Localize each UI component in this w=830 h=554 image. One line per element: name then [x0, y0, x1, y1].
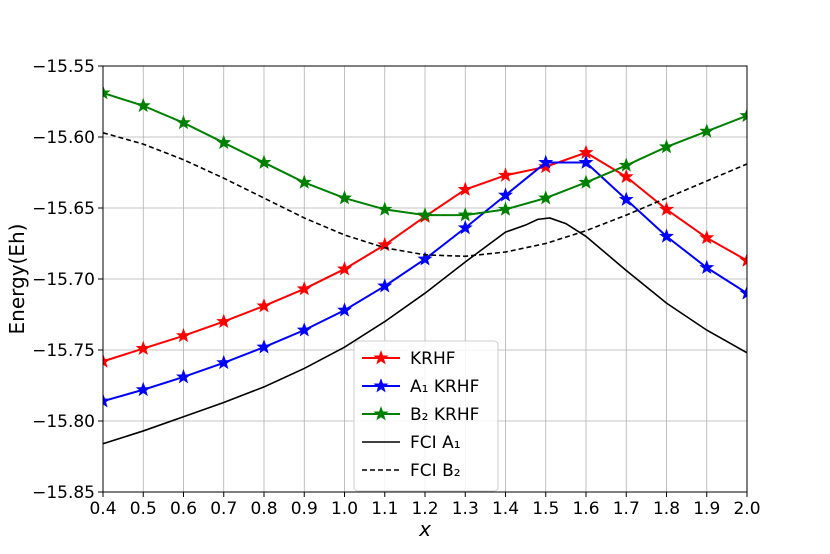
legend-label: FCI A₁ [410, 433, 461, 453]
data-point [498, 167, 513, 182]
data-point [256, 339, 272, 354]
data-point [498, 187, 513, 202]
data-point [699, 259, 715, 275]
data-point [699, 123, 715, 138]
y-tick-label: −15.80 [32, 412, 95, 432]
data-point [296, 281, 312, 296]
data-point [618, 157, 634, 172]
legend-marker [373, 406, 389, 421]
series-1 [103, 154, 747, 408]
y-tick-label: −15.60 [32, 128, 95, 148]
series-2 [103, 85, 747, 222]
data-point [739, 107, 747, 123]
x-tick-label: 1.4 [492, 499, 519, 519]
x-tick-label: 1.0 [331, 499, 358, 519]
data-point [538, 154, 554, 169]
legend-marker [373, 350, 389, 365]
data-point [578, 174, 594, 189]
data-point [176, 114, 191, 130]
data-point [337, 261, 352, 276]
data-point [659, 228, 674, 243]
data-point [135, 340, 151, 355]
series-3 [103, 217, 747, 445]
data-point [103, 393, 111, 408]
data-point [417, 251, 433, 266]
x-tick-label: 0.4 [89, 499, 116, 519]
data-point [457, 220, 473, 235]
data-point [417, 207, 433, 222]
y-tick-label: −15.65 [32, 199, 95, 219]
legend-item: FCI A₁ [362, 433, 461, 453]
x-tick-label: 0.5 [130, 499, 157, 519]
data-point [337, 190, 352, 205]
x-tick-label: 1.6 [572, 499, 599, 519]
legend-item: B₂ KRHF [362, 405, 479, 425]
series-group [103, 85, 747, 445]
series-line [103, 217, 747, 445]
legend: KRHF A₁ KRHF B₂ KRHF FCI A₁ FCI B₂ [353, 340, 499, 492]
legend-item: KRHF [362, 349, 456, 369]
x-tick-label: 1.7 [613, 499, 640, 519]
y-tick-label: −15.85 [32, 483, 95, 503]
data-point [256, 298, 272, 313]
data-point [176, 327, 191, 343]
data-point [176, 369, 191, 384]
data-point [578, 154, 594, 169]
y-axis-label: Energy(Eh) [5, 224, 29, 335]
x-tick-label: 1.9 [693, 499, 720, 519]
data-point [216, 354, 232, 370]
data-point [135, 97, 151, 113]
data-point [538, 158, 554, 174]
legend-label: B₂ KRHF [410, 405, 479, 425]
x-tick-label: 1.5 [532, 499, 559, 519]
x-tick-label: 1.1 [371, 499, 398, 519]
data-point [337, 302, 352, 317]
data-point [296, 174, 312, 189]
series-line [103, 131, 747, 258]
data-point [659, 201, 674, 216]
x-tick-label: 1.8 [653, 499, 680, 519]
data-point [135, 381, 151, 397]
data-point [216, 313, 232, 328]
data-point [296, 322, 312, 337]
x-tick-label: 0.9 [291, 499, 318, 519]
data-point [739, 252, 747, 267]
data-point [103, 353, 111, 368]
data-point [498, 201, 513, 216]
data-point [538, 190, 554, 205]
legend-label: FCI B₂ [410, 461, 461, 481]
x-tick-label: 0.6 [170, 499, 197, 519]
data-point [618, 168, 634, 184]
data-point [618, 191, 634, 206]
x-tick-label: 1.2 [411, 499, 438, 519]
x-axis-label: x [418, 517, 431, 541]
data-point [377, 201, 393, 216]
data-point [457, 207, 473, 222]
legend-box [353, 340, 499, 492]
y-tick-label: −15.75 [32, 341, 95, 361]
y-tick-label: −15.55 [32, 57, 95, 77]
data-point [659, 139, 674, 154]
data-point [216, 134, 232, 150]
x-tick-label: 2.0 [733, 499, 760, 519]
data-point [739, 285, 747, 300]
data-point [103, 85, 111, 100]
x-tick-label: 0.8 [250, 499, 277, 519]
data-point [699, 229, 715, 245]
y-tick-label: −15.70 [32, 270, 95, 290]
legend-item: FCI B₂ [362, 461, 461, 481]
data-point [377, 278, 393, 293]
data-point [256, 154, 272, 169]
data-point [457, 181, 473, 196]
legend-label: A₁ KRHF [410, 377, 479, 397]
legend-marker [373, 378, 389, 393]
legend-item: A₁ KRHF [362, 377, 479, 397]
legend-label: KRHF [410, 349, 456, 369]
x-tick-label: 1.3 [452, 499, 479, 519]
series-4 [103, 131, 747, 258]
x-tick-label: 0.7 [210, 499, 237, 519]
